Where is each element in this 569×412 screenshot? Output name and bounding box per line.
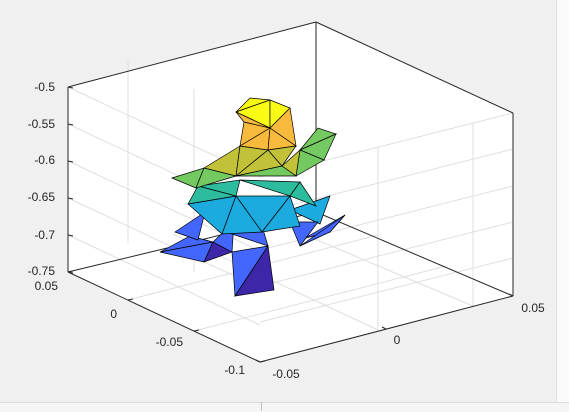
mesh-face [234, 245, 275, 297]
box-edge [315, 21, 514, 114]
box-edge [67, 271, 261, 363]
mesh-face [174, 211, 206, 241]
mesh-face [289, 181, 317, 207]
y-tick [193, 329, 200, 332]
box-edge [315, 211, 514, 297]
mesh-face [235, 165, 298, 177]
window-bottom-divider [261, 402, 262, 411]
y-tick-label: -0.05 [156, 335, 184, 349]
x-tick [255, 359, 261, 363]
tick-marks [67, 86, 514, 363]
mesh-face [195, 167, 238, 189]
z-tick-label: -0.75 [28, 264, 56, 278]
mesh-face [187, 185, 237, 205]
mesh-face [261, 195, 301, 233]
x-tick [508, 293, 514, 297]
surface-mesh [159, 97, 346, 298]
grid-line [259, 221, 514, 287]
x-axis-ticks: -0.05 0 0.05 [272, 301, 545, 381]
y-axis-ticks: 0.05 0 -0.05 -0.1 [35, 279, 246, 377]
mesh-face [299, 214, 346, 247]
x-tick-label: 0 [394, 333, 401, 347]
z-tick-label: -0.7 [34, 228, 55, 242]
grid-line [259, 257, 514, 323]
y-tick [127, 298, 134, 301]
z-tick [67, 234, 74, 237]
mesh-face [289, 221, 319, 247]
mesh-face [221, 195, 263, 235]
box-edges [67, 21, 514, 363]
x-tick-label: -0.05 [272, 367, 300, 381]
y-tick-label: -0.1 [224, 363, 245, 377]
z-tick-label: -0.6 [34, 153, 55, 167]
z-tick-label: -0.5 [34, 80, 55, 94]
mesh-face [267, 145, 297, 167]
mesh-face [235, 111, 271, 129]
grid-line [67, 197, 261, 289]
z-tick [67, 160, 74, 163]
z-tick-label: -0.65 [28, 190, 56, 204]
z-tick [67, 86, 74, 89]
window-right-edge [556, 0, 569, 411]
grid-line [67, 234, 261, 326]
y-tick-label: 0 [110, 307, 117, 321]
y-tick [67, 270, 74, 273]
z-tick [67, 197, 74, 200]
y-tick-label: 0.05 [35, 279, 59, 293]
x-tick [381, 326, 387, 330]
grid-line [259, 148, 514, 214]
window-bottom-edge [0, 402, 569, 412]
z-tick [67, 123, 74, 126]
z-tick-label: -0.55 [28, 117, 56, 131]
mesh-face [269, 107, 297, 147]
box-edge [67, 21, 317, 88]
x-tick-label: 0.05 [521, 301, 545, 315]
box-edge [259, 295, 514, 363]
y-tick [259, 360, 266, 363]
z-axis-ticks: -0.5 -0.55 -0.6 -0.65 -0.7 -0.75 [28, 80, 56, 278]
